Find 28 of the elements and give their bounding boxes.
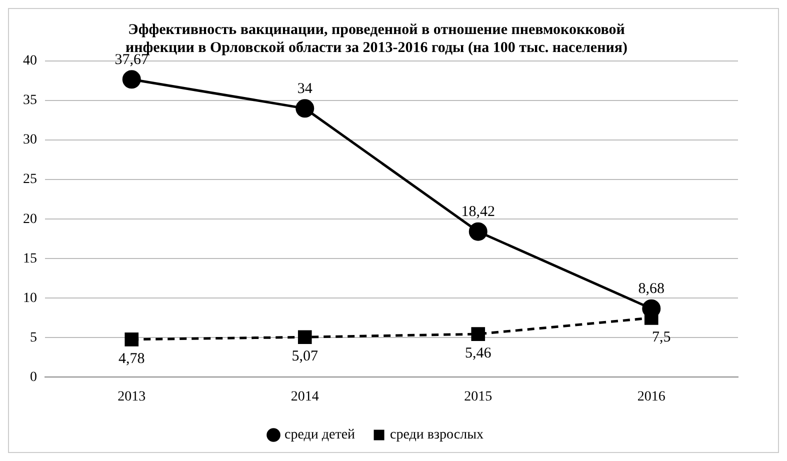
data-label: 34 (297, 80, 313, 97)
data-label: 4,78 (118, 350, 145, 367)
y-tick-label: 40 (23, 54, 37, 69)
point (124, 332, 139, 346)
data-label: 5,46 (465, 345, 492, 362)
y-tick-label: 5 (30, 330, 37, 346)
x-tick-label: 2013 (118, 389, 146, 404)
y-tick-label: 20 (23, 212, 37, 227)
x-tick-label: 2014 (290, 389, 319, 404)
y-tick-label: 35 (23, 93, 37, 108)
x-tick-label: 2015 (464, 389, 492, 404)
point (298, 330, 312, 344)
legend-label: среди детей (284, 428, 356, 443)
y-tick-label: 10 (23, 290, 37, 306)
x-tick-label: 2016 (637, 389, 666, 404)
data-label: 8,68 (638, 281, 664, 298)
y-tick-label: 15 (23, 251, 37, 266)
point (468, 222, 488, 241)
data-label: 7,5 (652, 329, 671, 346)
point (471, 327, 486, 341)
legend-label: среди взрослых (390, 428, 484, 443)
data-label: 5,07 (292, 348, 318, 365)
y-tick-label: 25 (23, 172, 37, 188)
point (296, 99, 314, 118)
data-label: 18,42 (461, 204, 495, 220)
y-tick-label: 0 (30, 370, 37, 385)
y-tick-label: 30 (23, 132, 37, 148)
point (122, 70, 141, 89)
